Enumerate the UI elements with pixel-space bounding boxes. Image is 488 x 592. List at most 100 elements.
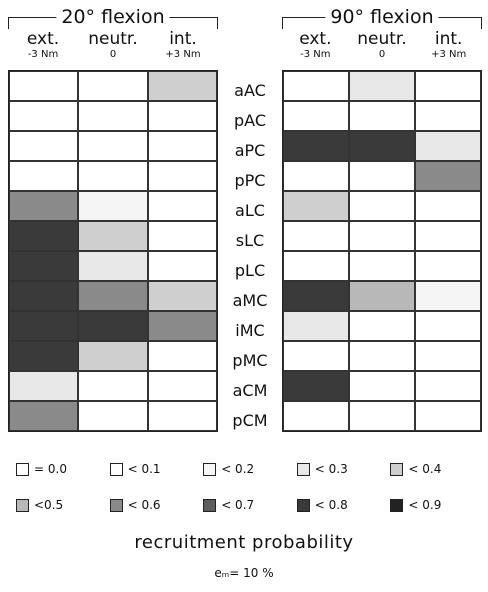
column-header: neutr. 0 [78, 30, 148, 70]
heatmap-cell [415, 341, 481, 371]
legend-swatch [109, 498, 123, 512]
row-label: pCM [232, 411, 268, 430]
heatmap-cell [9, 221, 79, 251]
heatmap-cell [78, 101, 148, 131]
row-label: pMC [232, 351, 268, 370]
row-label: aMC [232, 291, 268, 310]
heatmap-cell [78, 131, 148, 161]
heatmap-cell [78, 281, 148, 311]
legend-label: < 0.2 [221, 462, 255, 476]
heatmap-cell [9, 401, 79, 431]
heatmap-cell [9, 191, 79, 221]
heatmap-cell [78, 191, 148, 221]
legend-item: < 0.8 [296, 494, 391, 516]
heatmap-cell [349, 191, 415, 221]
heatmap-cell [349, 281, 415, 311]
heatmap-cell [147, 221, 217, 251]
heatmap-cell [283, 101, 349, 131]
heatmap-cell [349, 251, 415, 281]
heatmap-cell [283, 161, 349, 191]
legend-swatch [296, 462, 310, 476]
heatmap-cell [147, 401, 217, 431]
row-label: pAC [234, 111, 266, 130]
column-headers: ext. -3 Nm neutr. 0 int. +3 Nm [8, 30, 218, 70]
heatmap-cell [147, 71, 217, 101]
panel-title: 90° flexion [325, 6, 439, 28]
column-header: ext. -3 Nm [8, 30, 78, 70]
column-torque: 0 [378, 49, 386, 60]
legend-label: < 0.1 [127, 462, 161, 476]
panel-title-bracket: 20° flexion [8, 6, 218, 30]
heatmap-cell [283, 251, 349, 281]
heatmap-cell [147, 281, 217, 311]
legend-item: <0.5 [16, 494, 110, 516]
heatmap-cell [147, 251, 217, 281]
heatmap-grid [8, 70, 218, 432]
column-name: neutr. [88, 29, 138, 49]
heatmap-cell [147, 371, 217, 401]
legend-item: = 0.0 [16, 458, 110, 480]
heatmap-cell [283, 281, 349, 311]
row-label: aPC [234, 141, 266, 160]
heatmap-cell [283, 371, 349, 401]
heatmap-cell [349, 101, 415, 131]
column-name: ext. [299, 29, 332, 49]
heatmap-cell [9, 131, 79, 161]
heatmap-cell [415, 401, 481, 431]
legend: = 0.0 < 0.1 < 0.2 < 0.3 < 0.4 <0.5 < 0.6 < 0.7 <… [16, 458, 484, 530]
legend-swatch [109, 462, 123, 476]
legend-swatch [390, 462, 404, 476]
heatmap-cell [349, 311, 415, 341]
column-header: int. +3 Nm [415, 30, 482, 70]
panel-90-flexion: 90° flexion ext. -3 Nm neutr. 0 int. +3 … [282, 6, 482, 432]
row-labels: aAC pAC aPC pPC aLC sLC pLC aMC iMC pMC aCM pCM [218, 76, 282, 436]
heatmap-cell [78, 221, 148, 251]
column-header: int. +3 Nm [148, 30, 218, 70]
heatmap-cell [9, 281, 79, 311]
column-torque: 0 [109, 49, 117, 60]
heatmap-cell [9, 101, 79, 131]
row-label: aLC [235, 201, 265, 220]
heatmap-cell [9, 341, 79, 371]
column-name: ext. [26, 29, 60, 49]
legend-label: < 0.8 [314, 498, 348, 512]
panel-title-bracket: 90° flexion [282, 6, 482, 30]
legend-label: < 0.6 [127, 498, 161, 512]
legend-label: < 0.9 [408, 498, 442, 512]
column-header: ext. -3 Nm [282, 30, 349, 70]
heatmap-cell [283, 191, 349, 221]
heatmap-cell [78, 71, 148, 101]
heatmap-cell [283, 71, 349, 101]
heatmap-cell [349, 71, 415, 101]
legend-item: < 0.6 [109, 494, 204, 516]
heatmap-cell [9, 311, 79, 341]
heatmap-cell [78, 341, 148, 371]
heatmap-cell [78, 251, 148, 281]
legend-item: < 0.3 [296, 458, 391, 480]
heatmap-cell [147, 341, 217, 371]
heatmap-cell [78, 401, 148, 431]
column-torque: -3 Nm [27, 49, 59, 60]
heatmap-cell [415, 191, 481, 221]
panel-title: 20° flexion [56, 6, 170, 28]
heatmap-cell [415, 161, 481, 191]
heatmap-cell [283, 221, 349, 251]
heatmap-cell [283, 401, 349, 431]
heatmap-cell [283, 131, 349, 161]
heatmap-cell [9, 251, 79, 281]
row-label: pLC [234, 261, 266, 280]
panel-20-flexion: 20° flexion ext. -3 Nm neutr. 0 int. +3 … [8, 6, 218, 432]
legend-label: <0.5 [34, 498, 64, 512]
column-headers: ext. -3 Nm neutr. 0 int. +3 Nm [282, 30, 482, 70]
legend-item: < 0.7 [203, 494, 297, 516]
heatmap-cell [147, 191, 217, 221]
column-torque: -3 Nm [300, 49, 331, 60]
recruitment-probability-label: recruitment probability [134, 532, 354, 553]
row-label: aCM [232, 381, 268, 400]
column-header: neutr. 0 [349, 30, 416, 70]
heatmap-cell [78, 371, 148, 401]
column-name: int. [169, 29, 197, 49]
column-name: int. [434, 29, 463, 49]
row-label: sLC [235, 231, 265, 250]
row-label: aAC [234, 81, 266, 100]
